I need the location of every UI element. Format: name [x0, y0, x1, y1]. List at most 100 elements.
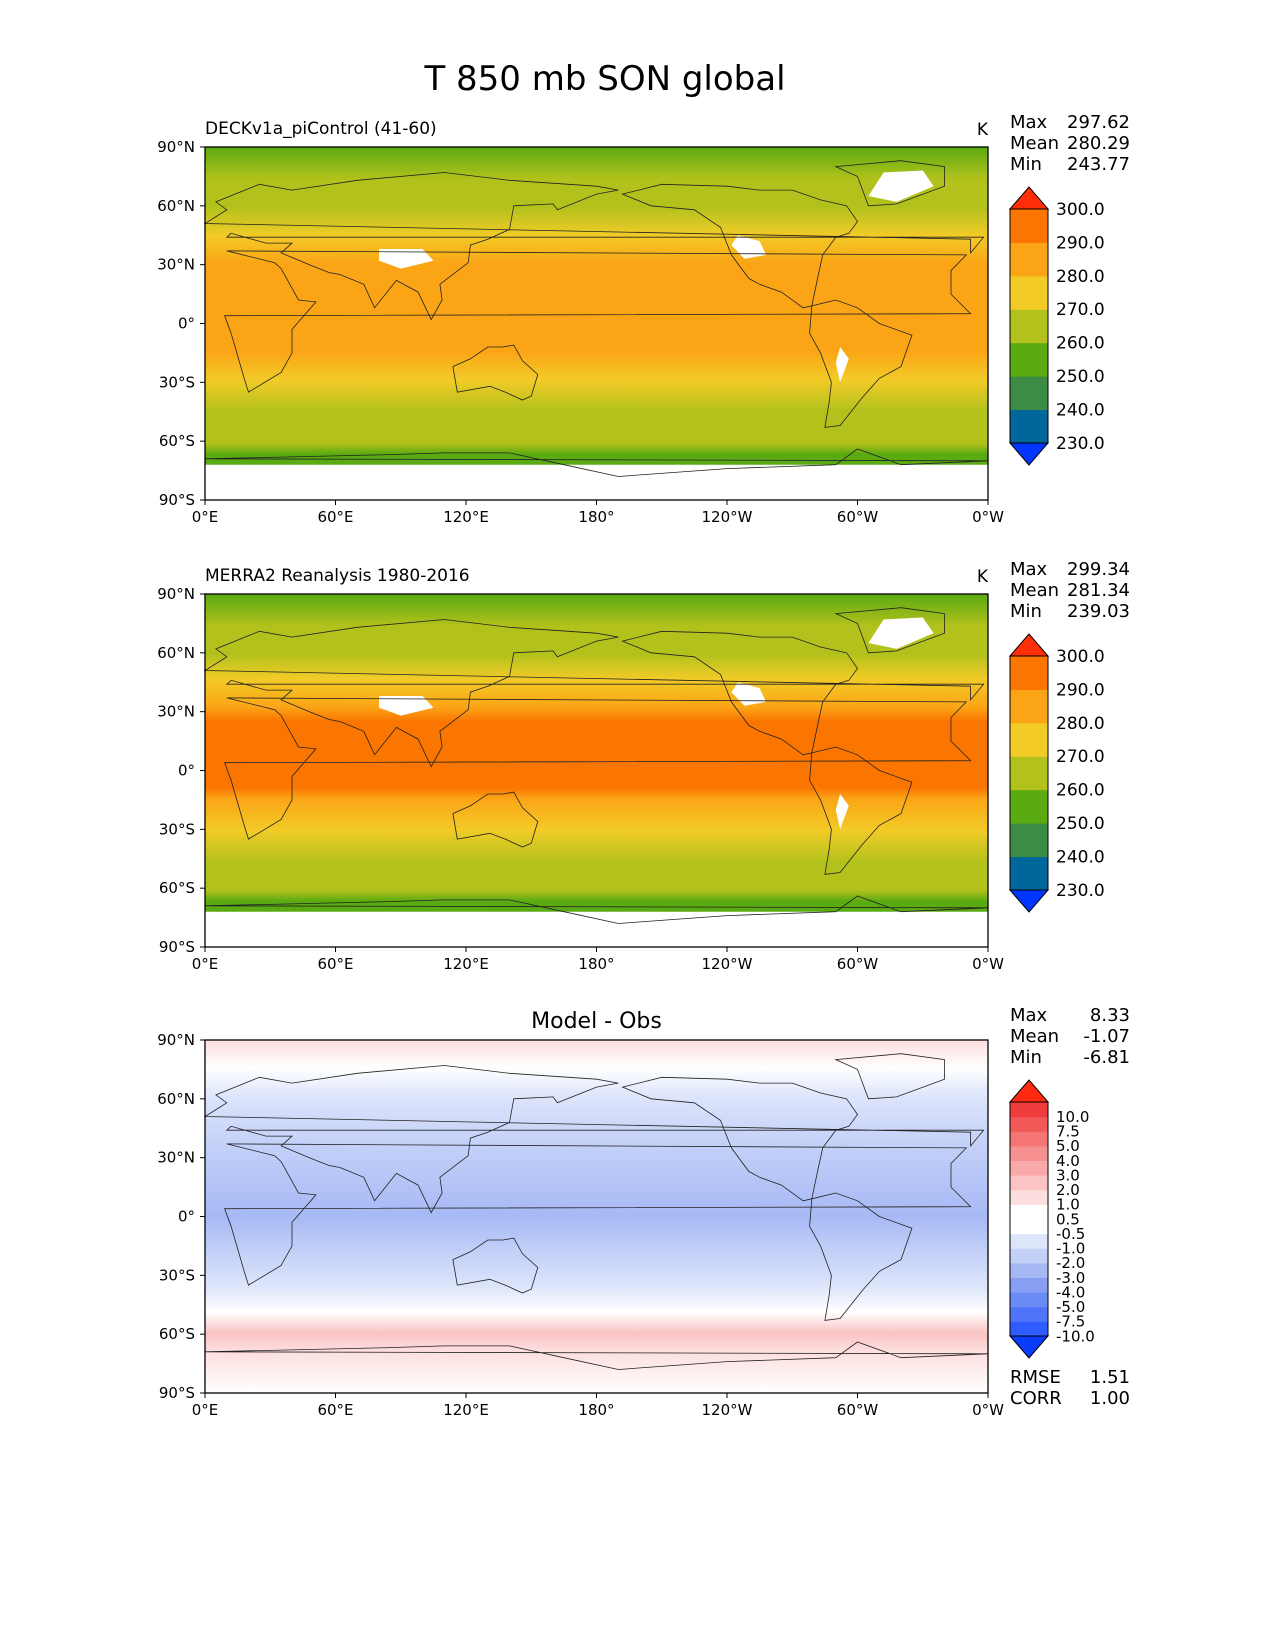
y-tick-label: 60°S [159, 879, 195, 897]
colorbar-frame [1009, 208, 1049, 444]
stat-label: Max [1010, 559, 1048, 580]
colorbar-segment [1010, 1321, 1048, 1337]
colorbar-tick-label: 3.0 [1056, 1166, 1080, 1184]
colorbar-segment [1010, 656, 1048, 690]
coastline-7 [204, 448, 988, 477]
stat-label: Min [1010, 154, 1042, 175]
colorbar-tick-label: -0.5 [1056, 1225, 1085, 1243]
colorbar-tick-label: 250.0 [1056, 367, 1105, 387]
colorbar-extend-max [1008, 186, 1050, 210]
colorbar-segment [1010, 1131, 1048, 1147]
map-panel-2: 0°E 60°E 120°E 180° 120°W 60°W 0°W 90°N 60°N 30°N… [157, 559, 1130, 973]
colorbar-segment [1010, 756, 1048, 791]
x-tick-label: 180° [578, 508, 614, 526]
colorbar-tick-label: 260.0 [1056, 781, 1105, 801]
colorbar-tick-label: 7.5 [1056, 1123, 1080, 1141]
x-tick-label: 120°E [443, 508, 489, 526]
coastline-5 [834, 607, 945, 654]
y-tick-label: 0° [178, 762, 195, 780]
below-ground-mask-1 [379, 249, 434, 269]
colorbar-tick-label: -5.0 [1056, 1298, 1085, 1316]
colorbar-segment [1010, 1116, 1048, 1132]
colorbar-segment [1010, 1306, 1048, 1322]
panel-subtitle: MERRA2 Reanalysis 1980-2016 [205, 566, 470, 586]
colorbar-segment [1010, 1219, 1048, 1235]
coastline-7 [204, 1341, 988, 1370]
below-ground-mask-5 [205, 911, 988, 947]
below-ground-mask-3 [835, 794, 849, 830]
colorbar-tick-label: -3.0 [1056, 1269, 1085, 1287]
x-tick-label: 0°E [192, 508, 219, 526]
y-tick-label: 90°S [159, 938, 195, 956]
stat-label: Max [1010, 1005, 1048, 1026]
units-label: K [977, 120, 989, 140]
stat-label: Mean [1010, 580, 1059, 601]
y-tick-label: 30°N [157, 1149, 195, 1167]
y-tick-label: 90°N [157, 138, 195, 156]
colorbar-segment [1010, 242, 1048, 277]
x-tick-label: 180° [578, 955, 614, 973]
colorbar-segment [1010, 856, 1048, 891]
coastline-1 [224, 697, 972, 840]
colorbar-tick-label: 1.0 [1056, 1196, 1080, 1214]
x-tick-label: 0°W [972, 1401, 1004, 1419]
colorbar-tick-label: 300.0 [1056, 647, 1105, 667]
x-tick-label: 0°E [192, 1401, 219, 1419]
colorbar-extend-max [1008, 633, 1050, 657]
colorbar-extend-max [1008, 1079, 1050, 1103]
colorbar-segment [1010, 823, 1048, 858]
coastline-2 [203, 619, 985, 768]
colorbar-segment [1010, 209, 1048, 243]
colorbar-extend-min [1008, 1335, 1050, 1359]
colorbar-segment [1010, 275, 1048, 310]
below-ground-mask-2 [868, 617, 934, 649]
x-tick-label: 0°W [972, 955, 1004, 973]
colorbar-segment [1010, 1160, 1048, 1176]
y-tick-label: 30°S [159, 1266, 195, 1284]
coastline-3 [452, 791, 539, 848]
temperature-field [205, 594, 988, 947]
temperature-field [205, 147, 988, 500]
stat-label: Mean [1010, 1026, 1059, 1047]
colorbar-tick-label: 250.0 [1056, 814, 1105, 834]
y-tick-label: 90°S [159, 1384, 195, 1402]
colorbar-tick-label: 260.0 [1056, 334, 1105, 354]
colorbar-tick-label: -7.5 [1056, 1313, 1085, 1331]
stat-value: -6.81 [1083, 1047, 1130, 1068]
below-ground-mask-4 [731, 235, 767, 259]
x-tick-label: 60°E [317, 955, 353, 973]
x-tick-label: 180° [578, 1401, 614, 1419]
colorbar-segment [1010, 789, 1048, 824]
y-tick-label: 30°N [157, 256, 195, 274]
x-tick-label: 120°E [443, 1401, 489, 1419]
coastline-1 [224, 250, 972, 393]
colorbar-extend-min [1008, 442, 1050, 466]
colorbar-tick-label: 5.0 [1056, 1137, 1080, 1155]
extra-stat-value: 1.51 [1090, 1367, 1130, 1388]
below-ground-mask-2 [868, 170, 934, 202]
x-tick-label: 60°E [317, 1401, 353, 1419]
panel-subtitle: DECKv1a_piControl (41-60) [205, 119, 437, 139]
y-tick-label: 0° [178, 1208, 195, 1226]
stat-value: 8.33 [1090, 1005, 1130, 1026]
y-tick-label: 30°S [159, 820, 195, 838]
colorbar: 230.0 240.0 250.0 260.0 270.0 280.0 290.0 300.0 [1008, 633, 1105, 913]
colorbar-segment [1010, 309, 1048, 344]
colorbar-tick-label: 0.5 [1056, 1210, 1080, 1228]
colorbar-tick-label: 240.0 [1056, 848, 1105, 868]
x-tick-label: 0°E [192, 955, 219, 973]
colorbar-tick-label: 240.0 [1056, 401, 1105, 421]
y-tick-label: 60°S [159, 432, 195, 450]
x-tick-label: 120°W [702, 1401, 753, 1419]
colorbar-segment [1010, 1189, 1048, 1205]
y-tick-label: 90°S [159, 491, 195, 509]
stat-label: Max [1010, 112, 1048, 133]
y-tick-label: 60°N [157, 644, 195, 662]
extra-stat-label: RMSE [1010, 1367, 1061, 1388]
panels: 0°E 60°E 120°E 180° 120°W 60°W 0°W 90°N 60°N 30°N… [157, 112, 1130, 1419]
colorbar-tick-label: 290.0 [1056, 233, 1105, 253]
units-label: K [977, 567, 989, 587]
colorbar-tick-label: 270.0 [1056, 300, 1105, 320]
stat-value: 281.34 [1067, 580, 1130, 601]
